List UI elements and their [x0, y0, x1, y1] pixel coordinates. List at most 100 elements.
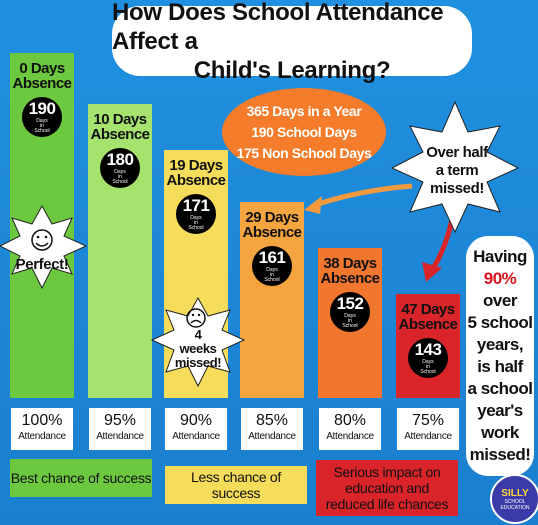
days-in-school-value: 161 [258, 248, 286, 267]
attendance-percent-box: 90% Attendance [165, 408, 227, 450]
days-in-school-value: 143 [414, 340, 442, 359]
days-in-school-value: 180 [106, 150, 134, 169]
days-in-school-caption-2: in [40, 123, 44, 129]
having-line-4: 5 school [467, 313, 533, 332]
days-in-school-caption-1: Days [114, 169, 126, 175]
absence-label-line-2: Absence [90, 126, 150, 143]
callout-starburst-icon [390, 100, 520, 234]
weeks-line-2: weeks [179, 341, 217, 356]
days-in-school-caption-3: School [264, 277, 280, 283]
days-in-school-caption-1: Days [190, 215, 202, 221]
logo-sub: SCHOOL EDUCATION [500, 498, 530, 511]
best-chance-label: Best chance of success [10, 470, 152, 486]
days-in-school-caption-1: Days [344, 313, 356, 319]
orange-arrowhead-icon [304, 196, 322, 214]
absence-label-line-1: 0 Days [19, 60, 65, 77]
absence-label-line-1: 47 Days [401, 301, 455, 318]
days-in-school-value: 152 [336, 294, 364, 313]
best-chance-box: Best chance of success [10, 459, 152, 497]
days-in-school-caption-2: in [426, 364, 430, 370]
less-chance-label: Less chance of success [191, 469, 281, 501]
having-line-5: years, [476, 335, 524, 354]
weeks-line-3: missed! [174, 355, 222, 370]
days-in-school-caption-2: in [194, 220, 198, 226]
attendance-percent-value: 90% [179, 412, 213, 429]
having-line-10: missed! [469, 445, 531, 464]
title-line-1: How Does School Attendance Affect a [112, 0, 444, 55]
serious-line-3: reduced life chances [325, 496, 449, 512]
days-in-school-badge: 152 Days in School [330, 292, 370, 332]
info-line-1: 365 Days in a Year [246, 102, 362, 119]
days-in-school-badge: 143 Days in School [408, 338, 448, 378]
page-title: How Does School Attendance Affect a Chil… [112, 0, 472, 84]
days-in-school-caption-2: in [118, 174, 122, 180]
having-line-2: 90% [483, 269, 517, 288]
days-in-school-caption-2: in [270, 272, 274, 278]
title-line-2: Child's Learning? [193, 56, 391, 84]
days-in-school-value: 190 [28, 99, 56, 118]
having-line-8: year's [477, 401, 523, 420]
absence-label-line-2: Absence [242, 224, 302, 241]
absence-label-line-2: Absence [398, 316, 458, 333]
attendance-percent-value: 100% [21, 412, 63, 429]
having-line-3: over [483, 291, 517, 310]
less-chance-box: Less chance of success [165, 466, 307, 504]
attendance-percent-caption: Attendance [248, 431, 296, 442]
days-in-school-caption-3: School [112, 179, 128, 185]
days-in-school-caption-3: School [34, 128, 50, 134]
serious-impact-box: Serious impact on education and reduced … [316, 460, 458, 516]
attendance-percent-caption: Attendance [404, 431, 452, 442]
absence-label-line-1: 10 Days [93, 111, 147, 128]
callout-line-1: Over half [426, 144, 488, 161]
having-line-1: Having [473, 247, 527, 266]
days-in-school-caption-3: School [342, 323, 358, 329]
callout-line-3: missed! [430, 180, 484, 197]
attendance-bar: 38 Days Absence 152 Days in School [318, 248, 382, 398]
having-line-6: is half [477, 357, 523, 376]
sad-face-icon [186, 308, 206, 328]
red-arrow-icon [429, 219, 455, 272]
attendance-percent-box: 80% Attendance [319, 408, 381, 450]
weeks-star-icon [150, 296, 246, 388]
perfect-label: Perfect! [15, 256, 69, 273]
having-line-7: a school [467, 379, 533, 398]
absence-label-line-1: 19 Days [169, 157, 223, 174]
days-in-school-caption-3: School [188, 225, 204, 231]
absence-label-line-1: 38 Days [323, 255, 377, 272]
attendance-percent-caption: Attendance [172, 431, 220, 442]
absence-label-line-2: Absence [12, 75, 72, 92]
absence-label-line-2: Absence [320, 270, 380, 287]
attendance-percent-value: 85% [255, 412, 289, 429]
having-line-9: work [481, 423, 519, 442]
days-in-school-badge: 180 Days in School [100, 148, 140, 188]
serious-line-2: education and [344, 480, 430, 496]
weeks-line-1: 4 [194, 327, 202, 342]
having-90-percent-note: Having 90% over 5 school years, is half … [466, 236, 534, 476]
attendance-bar: 47 Days Absence 143 Days in School [396, 294, 460, 398]
attendance-percent-box: 75% Attendance [397, 408, 459, 450]
days-in-school-badge: 171 Days in School [176, 194, 216, 234]
weeks-missed-label: 4 weeks missed! [160, 328, 236, 370]
attendance-percent-caption: Attendance [326, 431, 374, 442]
days-in-school-caption-3: School [420, 369, 436, 375]
attendance-percent-box: 85% Attendance [241, 408, 303, 450]
days-in-school-badge: 161 Days in School [252, 246, 292, 286]
serious-line-1: Serious impact on [333, 464, 441, 480]
info-line-3: 175 Non School Days [236, 144, 372, 161]
attendance-percent-caption: Attendance [96, 431, 144, 442]
orange-arrow-icon [314, 183, 413, 208]
days-in-school-caption-1: Days [422, 359, 434, 365]
half-term-callout: Over half a term missed! [402, 144, 512, 198]
logo-word: SILLY [501, 487, 529, 499]
days-in-school-caption-2: in [348, 318, 352, 324]
days-in-school-value: 171 [182, 196, 210, 215]
absence-label-line-2: Absence [166, 172, 226, 189]
attendance-percent-caption: Attendance [18, 431, 66, 442]
days-in-school-caption-1: Days [266, 267, 278, 273]
days-in-school-badge: 190 Days in School [22, 97, 62, 137]
perfect-star-icon [0, 204, 88, 290]
callout-line-2: a term [435, 162, 479, 179]
attendance-percent-value: 95% [103, 412, 137, 429]
info-line-2: 190 School Days [251, 123, 357, 140]
